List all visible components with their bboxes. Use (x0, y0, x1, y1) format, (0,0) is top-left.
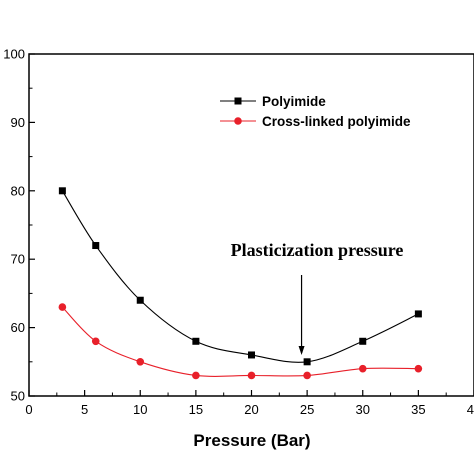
x-tick-label: 30 (356, 402, 370, 417)
data-point (358, 364, 367, 373)
legend: Polyimide Cross-linked polyimide (220, 94, 411, 129)
annotation-arrow-head (298, 345, 305, 355)
y-tick-label: 80 (11, 183, 25, 198)
x-axis-ticks: 0 5 10 15 20 25 30 35 40 (25, 390, 474, 417)
data-point (192, 337, 200, 345)
x-tick-label: 20 (244, 402, 258, 417)
x-tick-label: 10 (133, 402, 147, 417)
annotation: Plasticization pressure (231, 240, 404, 355)
legend-marker (234, 117, 242, 125)
legend-label: Polyimide (262, 94, 326, 109)
y-tick-label: 60 (11, 320, 25, 335)
data-point (303, 371, 311, 380)
data-point (192, 371, 200, 380)
data-point (359, 337, 367, 345)
series-2 (58, 303, 423, 380)
x-tick-label: 5 (81, 402, 88, 417)
y-axis-ticks: 50 60 70 80 90 100 (3, 47, 35, 404)
data-point (136, 296, 144, 304)
x-tick-label: 25 (300, 402, 314, 417)
data-point (136, 358, 145, 366)
series-layer (58, 187, 423, 380)
x-tick-label: 0 (25, 402, 32, 417)
y-tick-label: 70 (11, 252, 25, 267)
y-tick-label: 90 (11, 115, 25, 130)
data-point (414, 364, 423, 373)
x-tick-label: 15 (189, 402, 203, 417)
data-point (414, 310, 422, 318)
series-line (61, 190, 419, 363)
data-point (58, 303, 67, 311)
data-point (248, 351, 255, 359)
data-point (91, 337, 100, 346)
y-tick-label: 100 (3, 47, 25, 62)
legend-marker (234, 97, 242, 105)
series-line (61, 306, 419, 378)
data-point (58, 187, 66, 195)
data-point (92, 242, 100, 250)
annotation-label: Plasticization pressure (231, 240, 404, 260)
x-axis-label: Pressure (Bar) (193, 431, 310, 450)
y-tick-label: 50 (11, 389, 25, 404)
x-tick-label: 40 (467, 402, 474, 417)
series-1 (58, 187, 422, 366)
data-point (303, 358, 311, 366)
data-point (247, 371, 256, 380)
legend-label: Cross-linked polyimide (262, 114, 411, 129)
x-tick-label: 35 (411, 402, 425, 417)
